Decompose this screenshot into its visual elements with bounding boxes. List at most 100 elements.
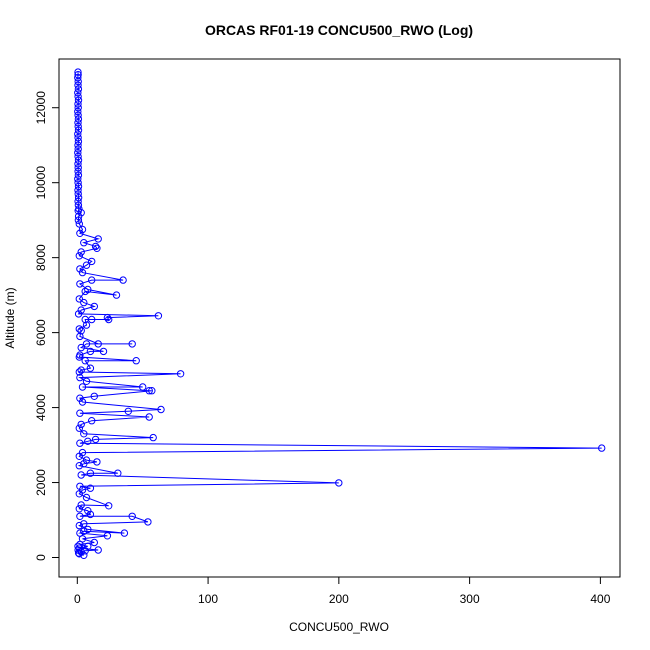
data-point <box>74 542 82 550</box>
data-point <box>84 507 92 515</box>
data-point <box>74 104 82 112</box>
data-point <box>86 469 95 477</box>
data-point <box>74 179 82 187</box>
data-point <box>82 493 91 502</box>
data-point <box>81 547 89 555</box>
x-tick-label: 200 <box>329 592 349 606</box>
plot-frame <box>58 58 621 578</box>
data-point <box>77 248 85 256</box>
data-point <box>75 424 84 432</box>
data-point <box>74 130 82 138</box>
data-point <box>75 505 84 513</box>
data-point <box>176 370 185 378</box>
data-point <box>74 134 82 142</box>
y-axis-label: Altitude (m) <box>3 287 17 348</box>
y-tick-label: 12000 <box>34 91 48 125</box>
data-point <box>75 353 84 361</box>
data-point <box>74 141 82 149</box>
y-tick-label: 8000 <box>34 244 48 271</box>
y-tick-label: 2000 <box>34 469 48 496</box>
data-point <box>77 306 85 314</box>
data-point <box>74 81 82 89</box>
data-point <box>119 276 127 284</box>
data-point <box>74 212 83 221</box>
data-point <box>74 122 82 131</box>
data-point <box>75 295 84 303</box>
data-point <box>114 469 122 477</box>
data-point <box>74 74 82 82</box>
x-tick-label: 0 <box>74 592 81 606</box>
data-point <box>78 225 87 234</box>
data-point <box>75 462 84 470</box>
data-point <box>149 433 157 442</box>
data-point <box>74 149 82 157</box>
data-point <box>74 310 83 318</box>
data-point <box>74 201 83 209</box>
data-point <box>335 479 343 487</box>
data-point <box>76 229 84 238</box>
data-point <box>74 89 82 97</box>
data-point <box>74 115 83 123</box>
data-point <box>74 190 82 198</box>
data-point <box>75 550 84 558</box>
x-tick-label: 400 <box>590 592 610 606</box>
data-point <box>80 298 88 307</box>
data-point <box>74 186 82 194</box>
data-point <box>86 510 95 519</box>
data-point <box>80 430 88 438</box>
data-point <box>75 220 84 228</box>
data-point <box>157 405 165 414</box>
data-point <box>94 546 102 554</box>
data-point <box>86 364 95 372</box>
data-point <box>148 387 156 395</box>
data-point <box>80 460 88 468</box>
data-point <box>78 268 87 277</box>
y-tick-label: 4000 <box>34 394 48 421</box>
data-point <box>124 407 133 415</box>
x-axis-label: CONCU500_RWO <box>289 620 389 634</box>
data-point <box>132 357 140 365</box>
data-point <box>598 444 606 452</box>
data-point <box>75 544 84 552</box>
data-point <box>75 452 84 460</box>
data-point <box>74 119 82 127</box>
y-tick-label: 6000 <box>34 319 48 346</box>
data-point <box>76 394 84 402</box>
data-point <box>74 137 83 146</box>
data-point <box>91 435 100 444</box>
data-point <box>128 512 136 520</box>
data-point <box>90 302 99 311</box>
data-point <box>93 244 101 253</box>
data-point <box>81 287 89 296</box>
data-point <box>75 325 84 333</box>
data-point <box>74 77 82 86</box>
data-point <box>84 525 92 534</box>
data-point <box>74 216 83 224</box>
data-point <box>154 312 163 320</box>
data-point <box>99 347 108 356</box>
data-point <box>80 527 88 535</box>
data-point <box>93 458 101 466</box>
data-point <box>90 392 99 400</box>
data-point <box>76 512 84 520</box>
data-point <box>77 420 85 429</box>
data-point <box>74 167 82 176</box>
data-point <box>82 321 91 329</box>
data-point <box>74 85 83 93</box>
x-tick-label: 300 <box>460 592 480 606</box>
x-tick-label: 100 <box>198 592 218 606</box>
data-point <box>74 171 83 179</box>
data-point <box>76 482 84 490</box>
data-point <box>75 368 84 376</box>
data-point <box>80 520 88 528</box>
data-point <box>91 242 100 251</box>
data-point <box>88 257 96 266</box>
data-point <box>74 68 82 76</box>
data-point <box>94 340 102 348</box>
data-point <box>74 111 82 119</box>
data-point <box>81 315 89 324</box>
data-point <box>82 377 91 385</box>
data-point <box>74 164 82 172</box>
data-point <box>77 209 85 217</box>
data-point <box>80 239 88 247</box>
